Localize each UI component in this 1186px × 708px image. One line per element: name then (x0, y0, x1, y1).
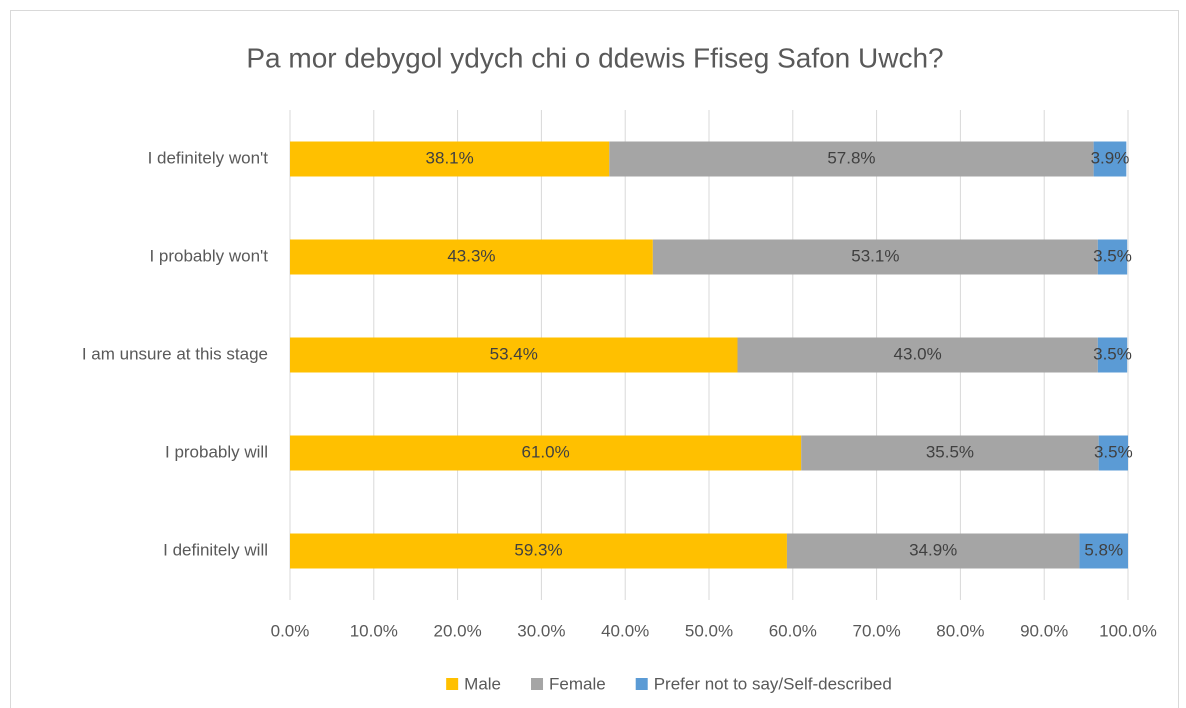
legend-label: Male (464, 674, 501, 693)
bar-segment (1093, 141, 1127, 177)
y-tick-label: I definitely will (163, 540, 268, 559)
bar-segment (737, 337, 1098, 373)
legend-swatch (446, 678, 459, 690)
x-tick-label: 10.0% (350, 621, 398, 640)
x-tick-label: 40.0% (601, 621, 649, 640)
bar-segment (652, 239, 1098, 275)
x-tick-label: 20.0% (433, 621, 481, 640)
legend-label: Female (549, 674, 606, 693)
bar-segment (290, 533, 787, 569)
x-tick-label: 100.0% (1099, 621, 1157, 640)
data-label: 43.3% (447, 246, 495, 265)
data-label: 3.5% (1093, 246, 1132, 265)
bar-segment (290, 239, 653, 275)
legend-swatch (531, 678, 544, 690)
data-label: 53.4% (490, 344, 538, 363)
y-tick-label: I probably won't (149, 246, 268, 265)
x-tick-label: 30.0% (517, 621, 565, 640)
data-label: 61.0% (521, 442, 569, 461)
data-label: 3.5% (1093, 344, 1132, 363)
x-tick-label: 60.0% (769, 621, 817, 640)
chart-title: Pa mor debygol ydych chi o ddewis Ffiseg… (246, 42, 943, 73)
bar-segment (1097, 337, 1128, 373)
legend-swatch (635, 678, 648, 690)
y-tick-label: I definitely won't (148, 148, 269, 167)
bar-segment (609, 141, 1094, 177)
bar-segment (290, 141, 610, 177)
bar-segment (290, 435, 802, 471)
bar-segment (786, 533, 1080, 569)
data-label: 34.9% (909, 540, 957, 559)
y-tick-label: I am unsure at this stage (82, 344, 268, 363)
data-label: 3.9% (1091, 148, 1130, 167)
data-label: 59.3% (514, 540, 562, 559)
data-label: 35.5% (926, 442, 974, 461)
data-label: 5.8% (1084, 540, 1123, 559)
bar-segment (1097, 239, 1128, 275)
bar-segment (290, 337, 738, 373)
bar-segment (1079, 533, 1128, 569)
x-tick-label: 90.0% (1020, 621, 1068, 640)
x-tick-label: 70.0% (852, 621, 900, 640)
y-tick-label: I probably will (165, 442, 268, 461)
data-label: 53.1% (851, 246, 899, 265)
x-tick-label: 80.0% (936, 621, 984, 640)
x-tick-label: 50.0% (685, 621, 733, 640)
data-label: 43.0% (894, 344, 942, 363)
legend-label: Prefer not to say/Self-described (654, 674, 892, 693)
bar-segment (801, 435, 1099, 471)
data-label: 38.1% (426, 148, 474, 167)
data-label: 3.5% (1094, 442, 1133, 461)
x-tick-label: 0.0% (271, 621, 310, 640)
data-label: 57.8% (827, 148, 875, 167)
bar-segment (1098, 435, 1128, 471)
